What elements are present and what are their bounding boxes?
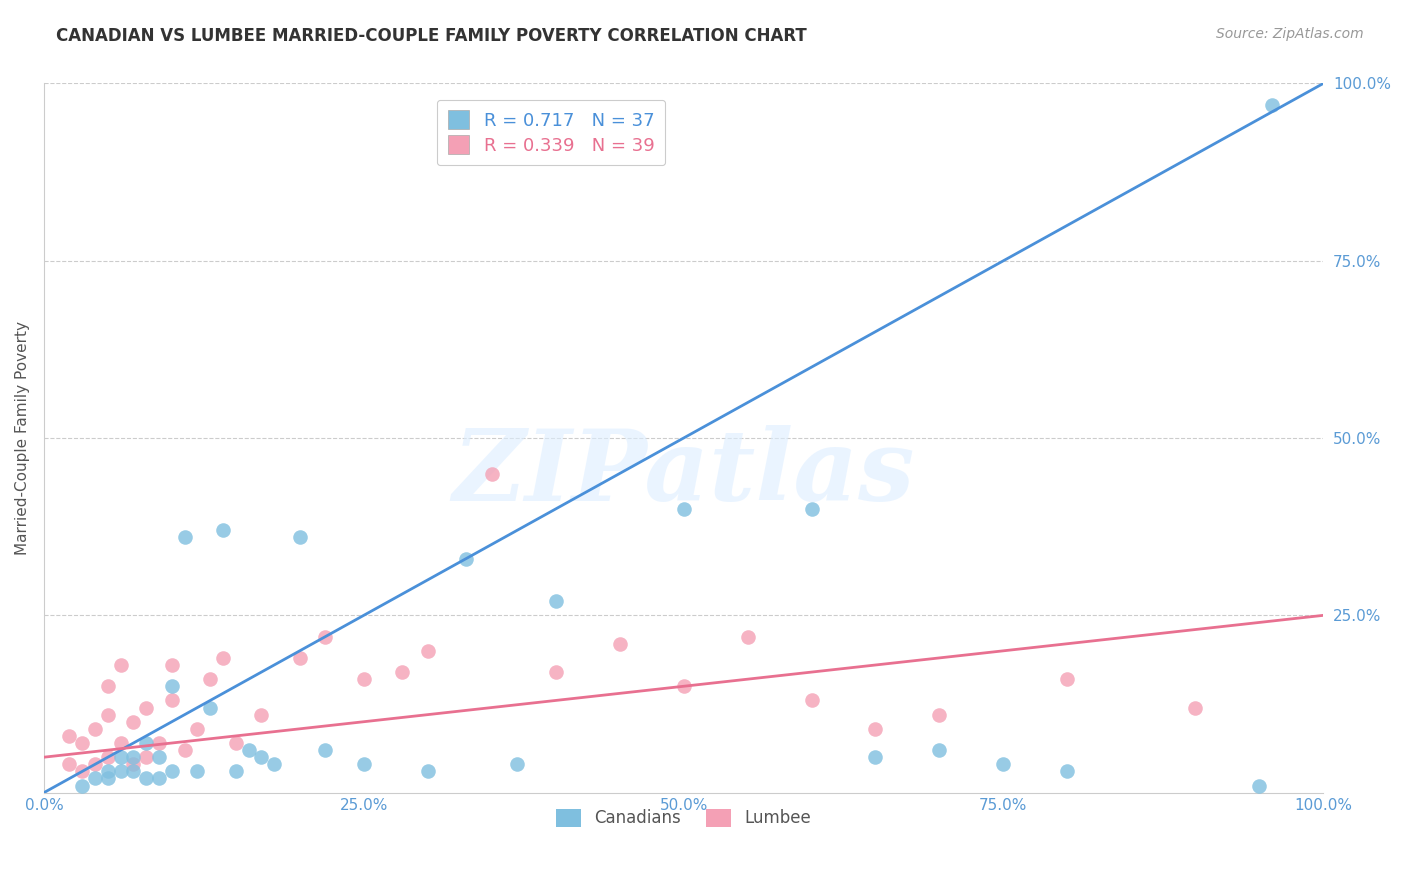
Point — [122, 714, 145, 729]
Point — [391, 665, 413, 679]
Point — [110, 658, 132, 673]
Point — [737, 630, 759, 644]
Point — [454, 551, 477, 566]
Point — [160, 658, 183, 673]
Point — [212, 651, 235, 665]
Point — [1249, 779, 1271, 793]
Point — [212, 523, 235, 537]
Point — [609, 637, 631, 651]
Point — [148, 736, 170, 750]
Point — [110, 736, 132, 750]
Point — [238, 743, 260, 757]
Point — [481, 467, 503, 481]
Point — [1056, 764, 1078, 779]
Point — [135, 736, 157, 750]
Point — [84, 757, 107, 772]
Point — [72, 736, 94, 750]
Point — [225, 764, 247, 779]
Point — [97, 750, 120, 764]
Point — [122, 757, 145, 772]
Point — [200, 672, 222, 686]
Point — [800, 693, 823, 707]
Point — [250, 750, 273, 764]
Point — [416, 764, 439, 779]
Point — [97, 772, 120, 786]
Point — [250, 707, 273, 722]
Point — [97, 679, 120, 693]
Point — [993, 757, 1015, 772]
Point — [314, 630, 336, 644]
Point — [186, 722, 208, 736]
Legend: Canadians, Lumbee: Canadians, Lumbee — [550, 802, 818, 834]
Point — [865, 722, 887, 736]
Point — [1261, 97, 1284, 112]
Point — [314, 743, 336, 757]
Point — [97, 764, 120, 779]
Point — [72, 764, 94, 779]
Point — [148, 772, 170, 786]
Point — [288, 530, 311, 544]
Point — [186, 764, 208, 779]
Text: CANADIAN VS LUMBEE MARRIED-COUPLE FAMILY POVERTY CORRELATION CHART: CANADIAN VS LUMBEE MARRIED-COUPLE FAMILY… — [56, 27, 807, 45]
Point — [416, 644, 439, 658]
Point — [122, 750, 145, 764]
Point — [672, 679, 695, 693]
Point — [58, 757, 80, 772]
Point — [288, 651, 311, 665]
Point — [160, 693, 183, 707]
Point — [928, 743, 950, 757]
Point — [1056, 672, 1078, 686]
Point — [160, 764, 183, 779]
Point — [84, 772, 107, 786]
Point — [544, 594, 567, 608]
Text: Source: ZipAtlas.com: Source: ZipAtlas.com — [1216, 27, 1364, 41]
Point — [928, 707, 950, 722]
Point — [173, 743, 195, 757]
Point — [110, 764, 132, 779]
Point — [225, 736, 247, 750]
Y-axis label: Married-Couple Family Poverty: Married-Couple Family Poverty — [15, 321, 30, 555]
Point — [353, 757, 375, 772]
Point — [84, 722, 107, 736]
Point — [506, 757, 529, 772]
Point — [72, 779, 94, 793]
Text: ZIPatlas: ZIPatlas — [453, 425, 915, 522]
Point — [800, 502, 823, 516]
Point — [544, 665, 567, 679]
Point — [110, 750, 132, 764]
Point — [97, 707, 120, 722]
Point — [865, 750, 887, 764]
Point — [1184, 700, 1206, 714]
Point — [672, 502, 695, 516]
Point — [263, 757, 285, 772]
Point — [135, 700, 157, 714]
Point — [135, 750, 157, 764]
Point — [200, 700, 222, 714]
Point — [173, 530, 195, 544]
Point — [160, 679, 183, 693]
Point — [122, 764, 145, 779]
Point — [135, 772, 157, 786]
Point — [148, 750, 170, 764]
Point — [353, 672, 375, 686]
Point — [58, 729, 80, 743]
